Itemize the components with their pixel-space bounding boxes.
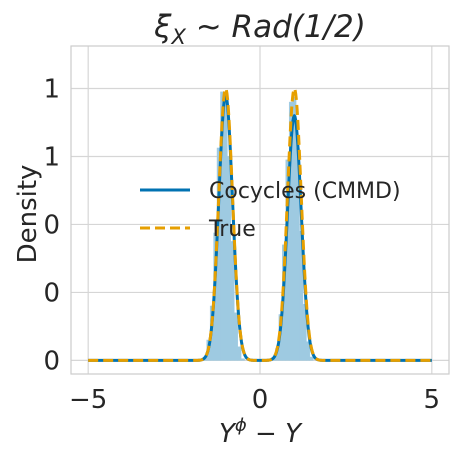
plot-frame xyxy=(70,45,450,375)
y-tick-label: 0 xyxy=(43,346,60,376)
title-rest: ~ Rad(1/2) xyxy=(186,9,366,45)
grid-lines xyxy=(71,46,449,374)
chart-title: ξX ~ Rad(1/2) xyxy=(153,9,366,49)
legend: Cocycles (CMMD) True xyxy=(140,179,401,242)
histogram-bar xyxy=(309,356,314,361)
legend-label-true: True xyxy=(208,217,256,242)
y-tick-label: 1 xyxy=(43,74,60,104)
x-tick-labels: −5 0 5 xyxy=(69,385,440,415)
histogram-bar xyxy=(292,96,297,361)
histogram-bar xyxy=(237,346,242,361)
legend-label-cocycles: Cocycles (CMMD) xyxy=(209,179,401,204)
histogram-bar xyxy=(230,241,235,361)
x-tick-label: 0 xyxy=(252,385,269,415)
y-tick-label: 1 xyxy=(43,142,60,172)
xlabel-base: Y xyxy=(219,419,237,449)
xlabel-rest: − Y xyxy=(247,419,303,449)
series-line-cocycles xyxy=(87,93,433,362)
histogram-bar xyxy=(240,358,245,361)
histogram-bar xyxy=(306,341,311,361)
title-xi: ξ xyxy=(153,9,172,45)
xlabel-superscript: ϕ xyxy=(235,415,247,436)
y-tick-label: 0 xyxy=(43,278,60,308)
histogram-bar xyxy=(233,312,238,361)
y-axis-label: Density xyxy=(13,165,43,264)
x-axis-label: Yϕ − Y xyxy=(219,415,303,449)
density-lines xyxy=(87,86,433,362)
title-subscript: X xyxy=(170,25,186,49)
y-tick-label: 0 xyxy=(43,210,60,240)
y-tick-labels: 0 0 0 1 1 xyxy=(43,74,60,376)
x-tick-label: −5 xyxy=(69,385,107,415)
x-tick-label: 5 xyxy=(424,385,441,415)
histogram-bars xyxy=(203,91,314,361)
